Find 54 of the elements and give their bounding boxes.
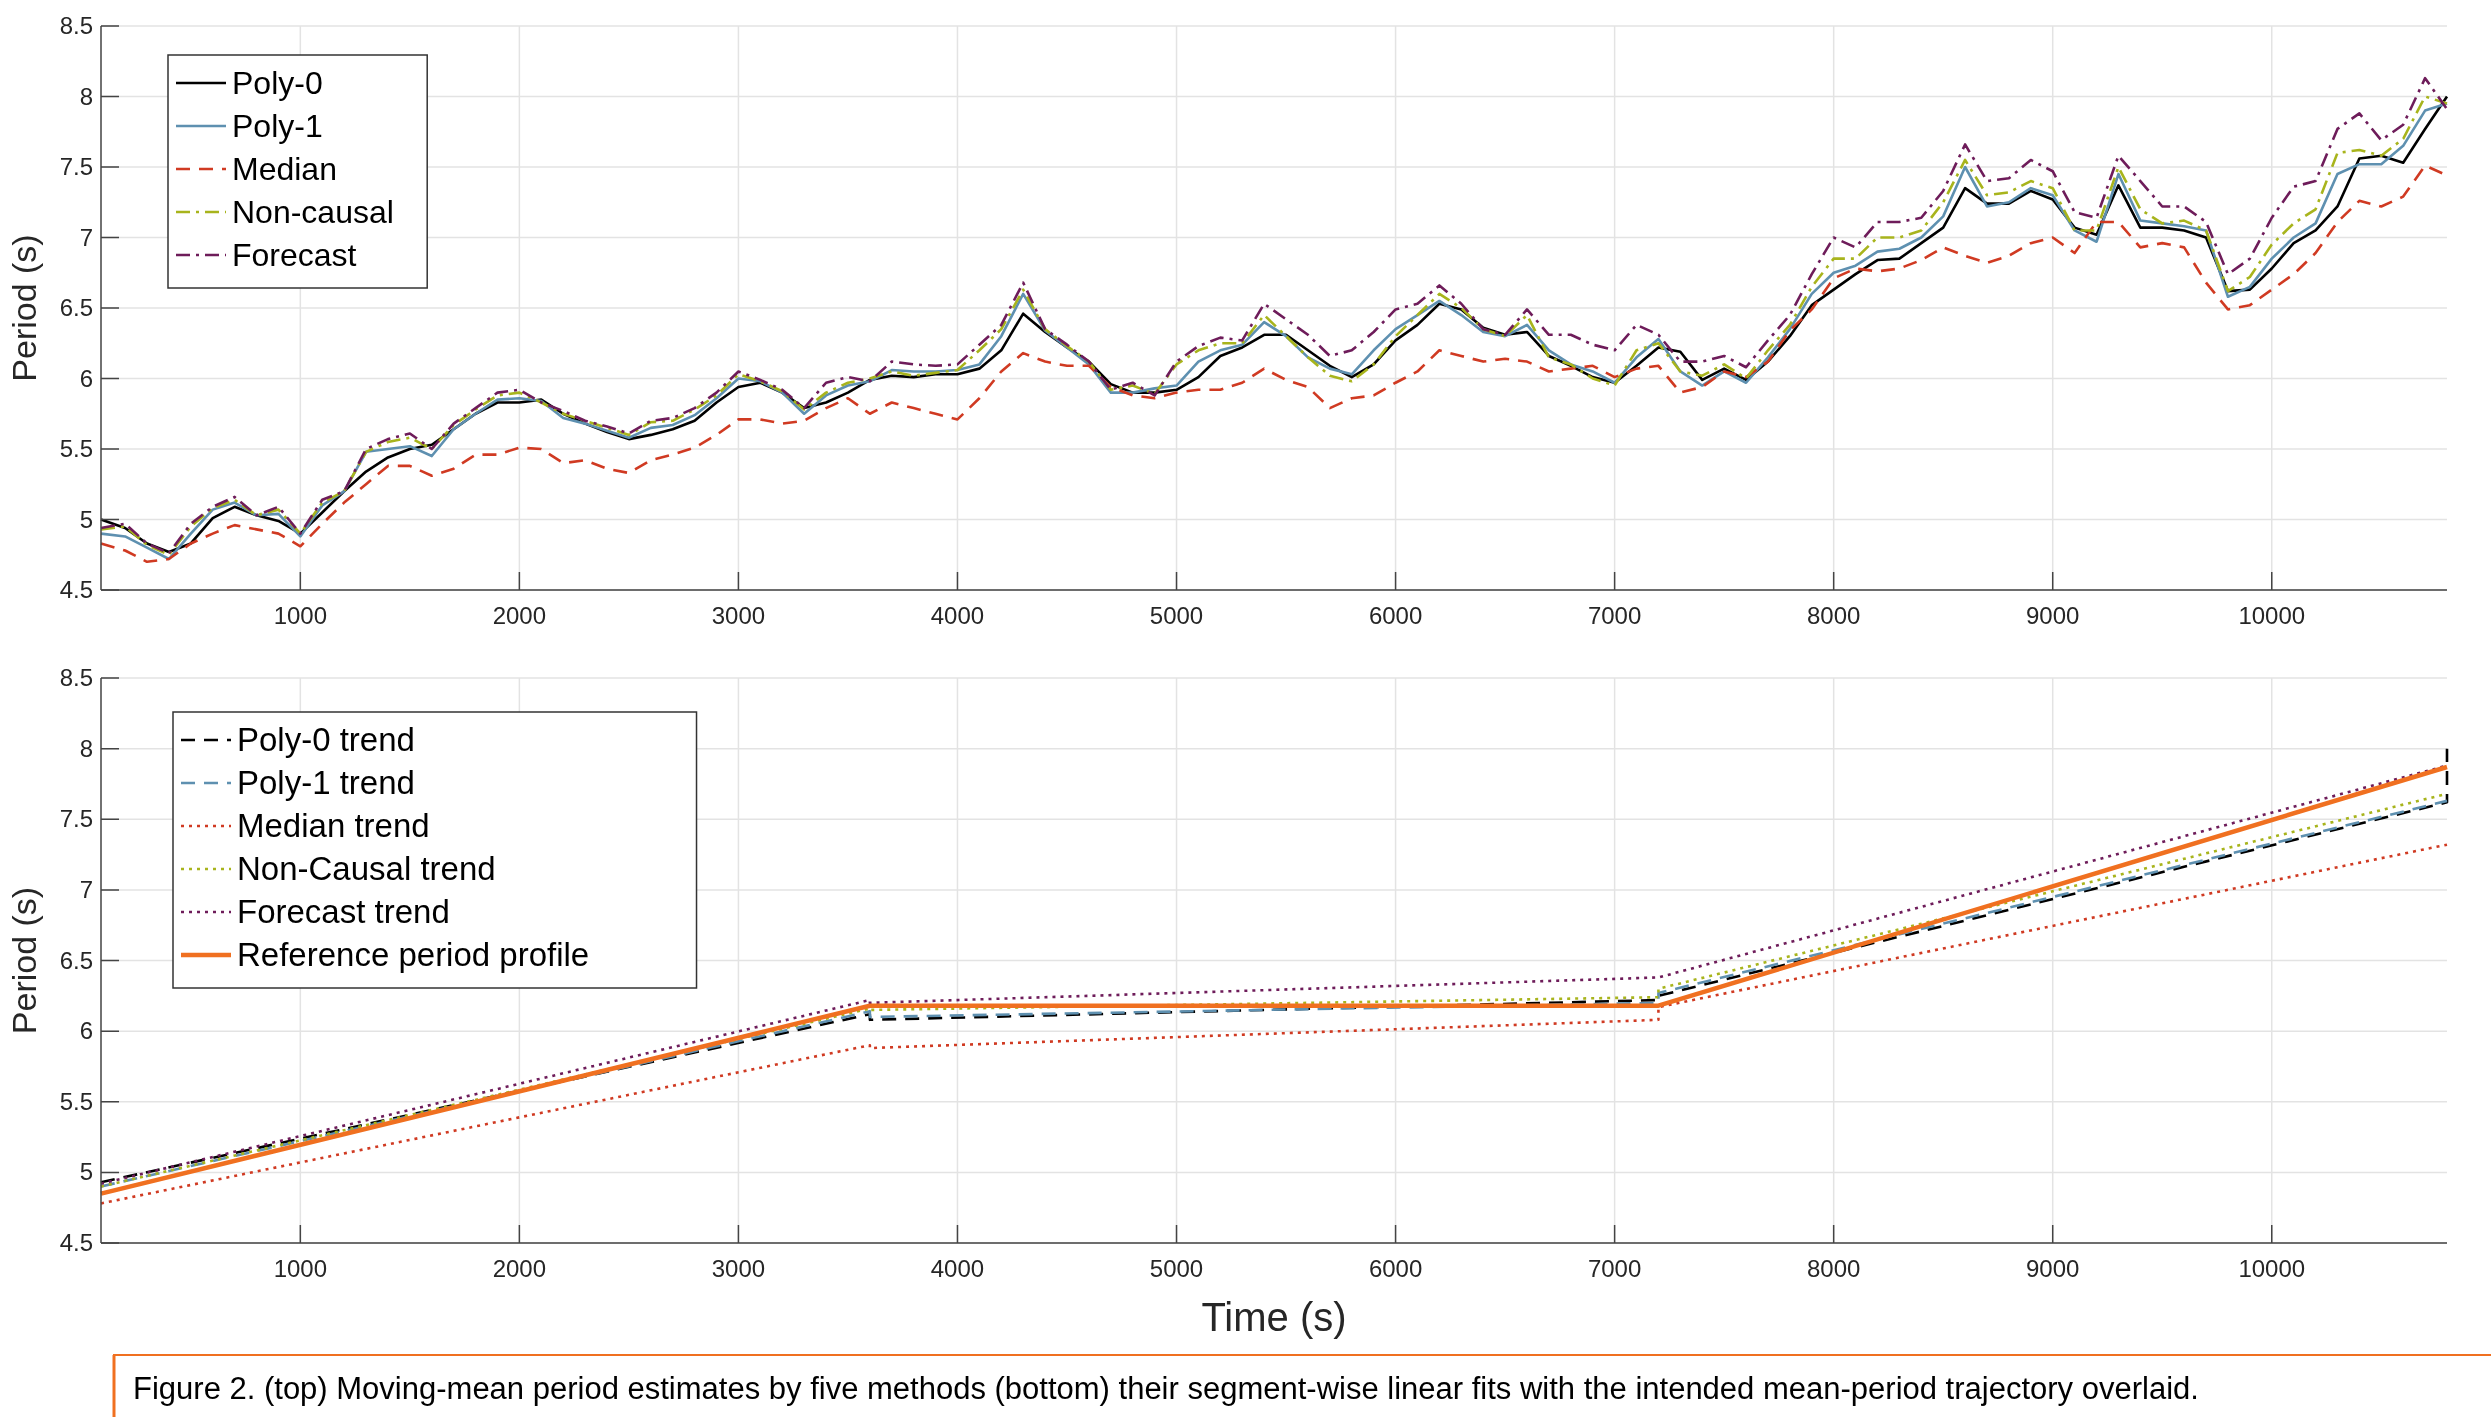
y-tick-label: 5 (79, 1158, 93, 1186)
y-tick-label: 7 (79, 223, 93, 251)
y-tick-label: 4.5 (59, 1229, 93, 1256)
x-tick-label: 10000 (2238, 602, 2306, 629)
y-axis-title: Period (s) (5, 234, 43, 382)
legend-label: Median trend (237, 807, 430, 844)
y-tick-label: 8.5 (59, 12, 93, 39)
x-tick-label: 7000 (1587, 602, 1642, 629)
x-tick-label: 10000 (2238, 1255, 2306, 1282)
x-tick-label: 5000 (1149, 1255, 1204, 1282)
y-tick-label: 4.5 (59, 576, 93, 603)
x-tick-label: 6000 (1368, 1255, 1423, 1282)
y-tick-label: 5 (79, 505, 93, 533)
y-tick-label: 8 (79, 82, 93, 110)
y-tick-label: 6.5 (59, 946, 93, 974)
y-tick-label: 8.5 (59, 664, 93, 691)
legend-label: Poly-1 trend (237, 764, 415, 801)
x-tick-label: 9000 (2026, 1255, 2080, 1282)
legend-label: Non-causal (232, 194, 394, 230)
legend-label: Reference period profile (237, 936, 590, 973)
y-tick-label: 8 (79, 734, 93, 762)
legend-label: Non-Causal trend (237, 850, 496, 887)
line-series (99, 843, 2449, 1205)
x-tick-label: 2000 (492, 1255, 547, 1282)
legend-label: Poly-0 trend (237, 721, 415, 758)
x-tick-label: 1000 (273, 1255, 328, 1282)
x-tick-label: 8000 (1806, 602, 1861, 629)
x-tick-label: 2000 (492, 602, 547, 629)
y-axis-title: Period (s) (5, 886, 43, 1035)
y-tick-label: 5.5 (59, 435, 93, 462)
x-axis-title: Time (s) (1201, 1295, 1347, 1339)
x-tick-label: 8000 (1806, 1255, 1861, 1282)
legend-label: Median (232, 151, 337, 187)
y-tick-label: 6 (79, 364, 93, 392)
x-tick-label: 7000 (1587, 1255, 1642, 1282)
y-tick-label: 7 (79, 875, 93, 903)
x-tick-label: 5000 (1149, 602, 1204, 629)
legend-label: Poly-1 (232, 108, 323, 144)
legend-label: Forecast trend (237, 893, 450, 930)
x-tick-label: 3000 (711, 602, 766, 629)
x-tick-label: 9000 (2026, 602, 2080, 629)
x-tick-label: 3000 (711, 1255, 766, 1282)
legend-label: Forecast (232, 237, 357, 273)
y-tick-label: 6.5 (59, 294, 93, 321)
y-tick-label: 7.5 (59, 153, 93, 180)
y-tick-label: 7.5 (59, 805, 93, 833)
y-tick-label: 5.5 (59, 1087, 93, 1115)
y-tick-label: 6 (79, 1017, 93, 1045)
caption: Figure 2. (top) Moving-mean period estimates by five methods (bottom) their segment-wise linear fits with the intended mean-period trajectory overlaid. (133, 1371, 2199, 1406)
x-tick-label: 4000 (930, 602, 985, 629)
x-tick-label: 6000 (1368, 602, 1423, 629)
x-tick-label: 1000 (273, 602, 328, 629)
x-tick-label: 4000 (930, 1255, 985, 1282)
legend-label: Poly-0 (232, 65, 323, 101)
